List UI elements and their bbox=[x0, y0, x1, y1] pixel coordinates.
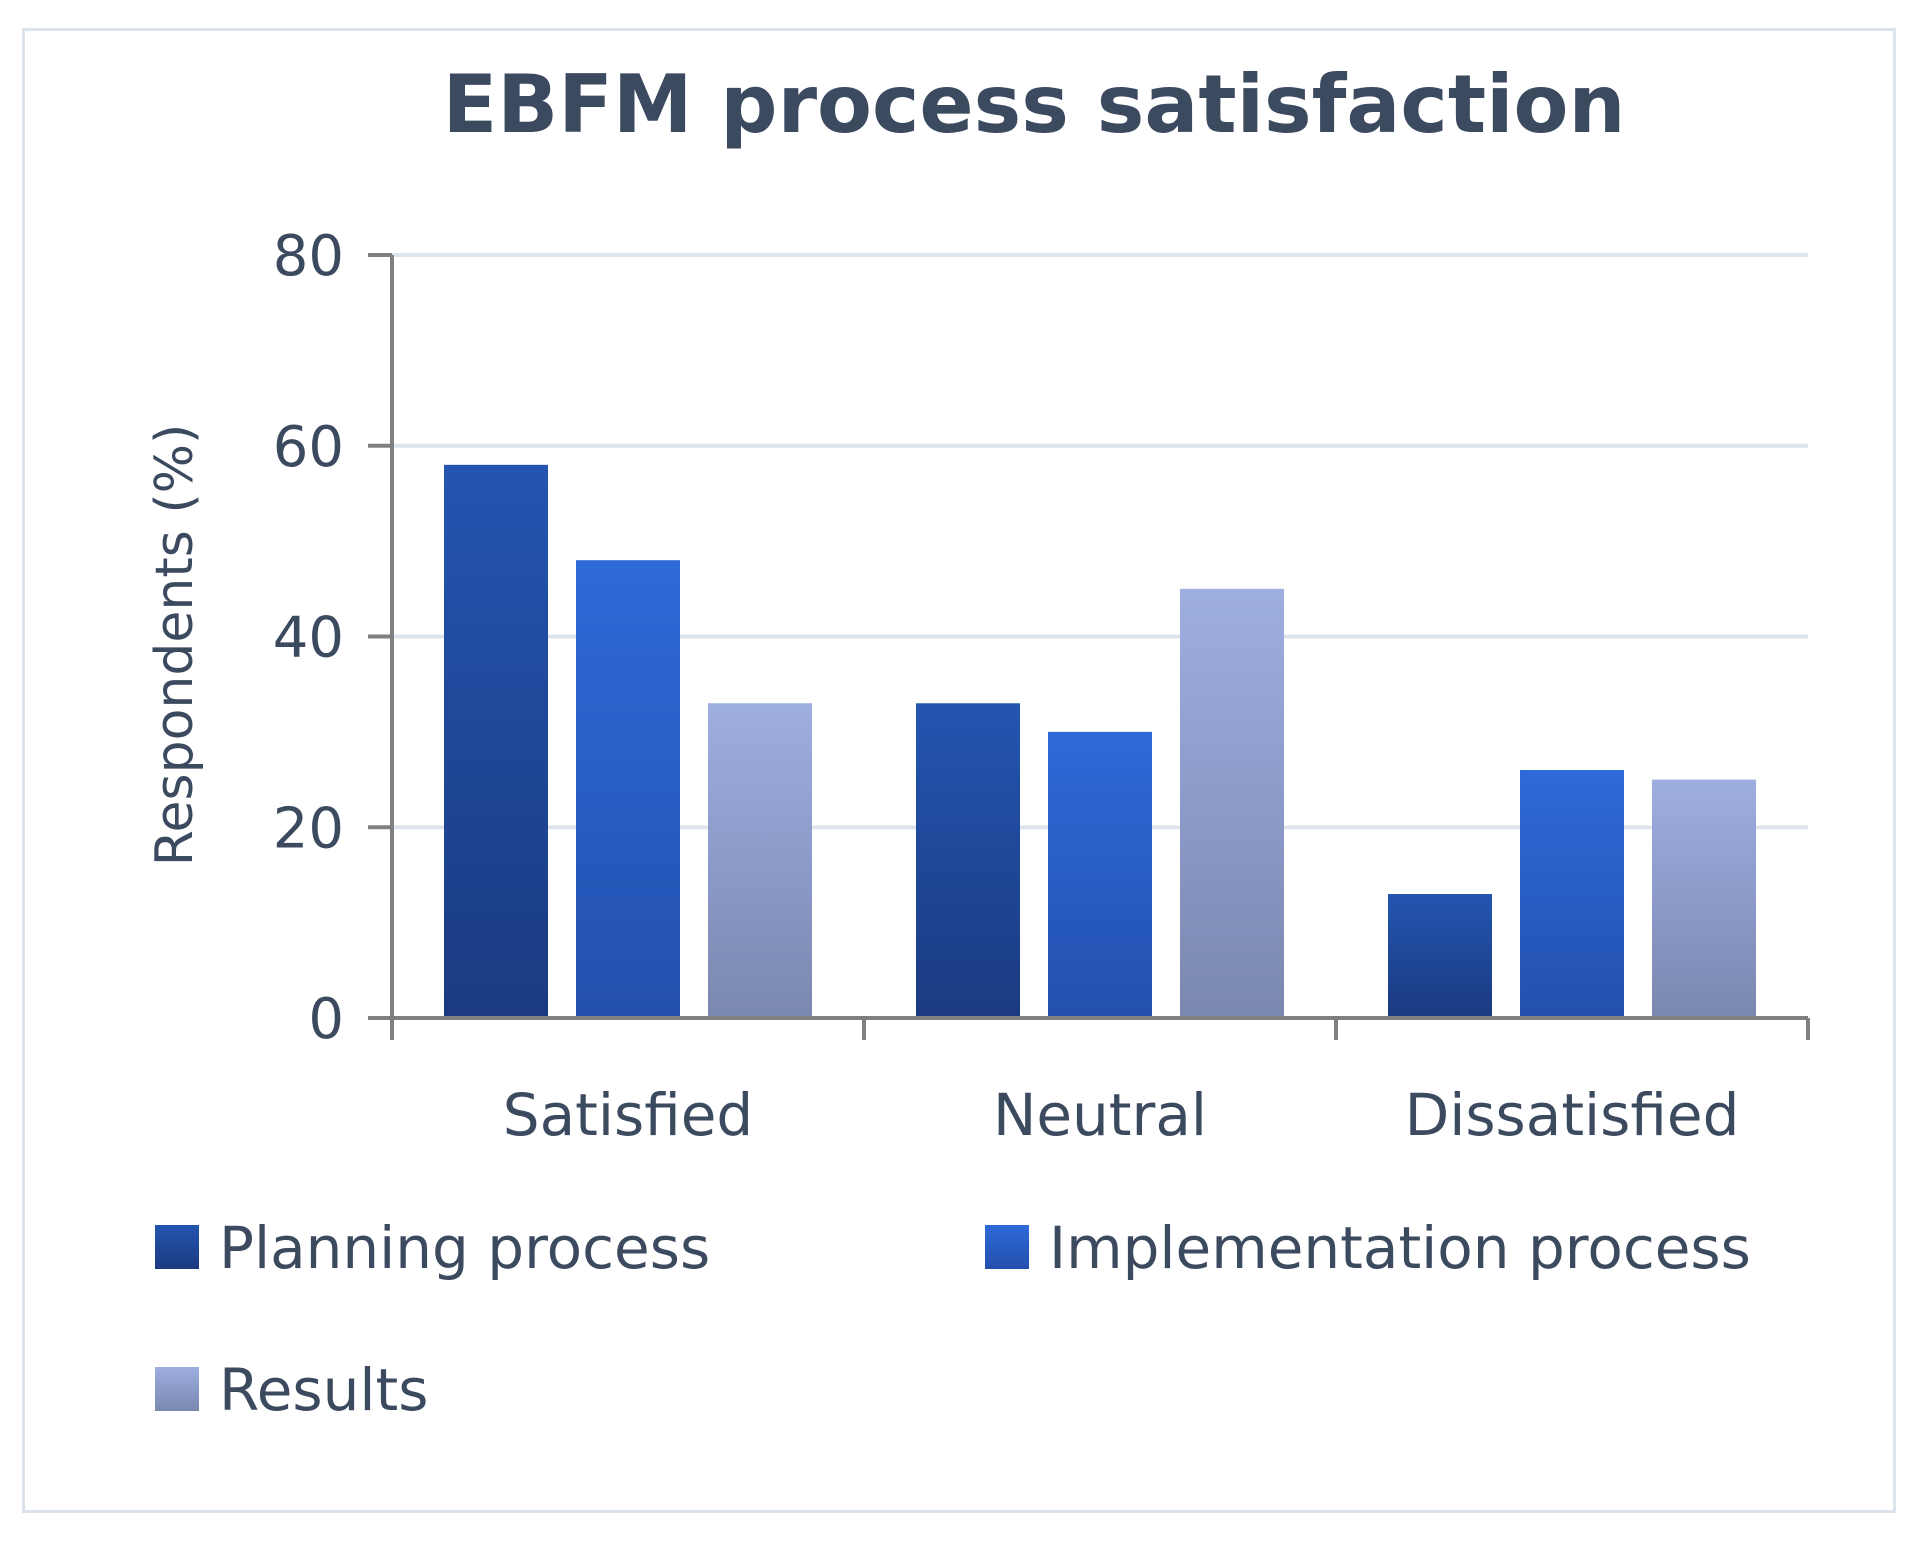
legend-label: Planning process bbox=[219, 1214, 710, 1282]
bars bbox=[444, 464, 1756, 1018]
x-category-labels: Satisfied Neutral Dissatisfied bbox=[503, 1081, 1740, 1149]
y-axis-title: Respondents (%) bbox=[145, 424, 205, 867]
legend-swatch bbox=[155, 1225, 199, 1269]
bar-satisfied-implementation-process bbox=[576, 560, 680, 1018]
bar-satisfied-planning-process bbox=[444, 464, 548, 1018]
bar-dissatisfied-implementation-process bbox=[1520, 770, 1624, 1018]
axes bbox=[368, 253, 1810, 1040]
legend-swatch bbox=[155, 1367, 199, 1411]
y-tick-label-60: 60 bbox=[273, 415, 344, 480]
y-tick-labels: 0 20 40 60 80 bbox=[273, 224, 344, 1052]
x-category-label-dissatisfied: Dissatisfied bbox=[1405, 1081, 1740, 1149]
bar-dissatisfied-results bbox=[1652, 779, 1756, 1018]
legend: Planning process Implementation process Re… bbox=[155, 1214, 1751, 1424]
legend-label: Implementation process bbox=[1049, 1214, 1751, 1282]
y-tick-label-20: 20 bbox=[273, 796, 344, 861]
chart-title: EBFM process satisfaction bbox=[443, 58, 1626, 151]
bar-neutral-planning-process bbox=[916, 703, 1020, 1018]
y-tick-label-80: 80 bbox=[273, 224, 344, 289]
y-tick-label-40: 40 bbox=[273, 606, 344, 671]
legend-item-results: Results bbox=[155, 1356, 428, 1424]
bar-satisfied-results bbox=[708, 703, 812, 1018]
bar-dissatisfied-planning-process bbox=[1388, 894, 1492, 1018]
y-tick-label-0: 0 bbox=[308, 987, 344, 1052]
legend-item-planning-process: Planning process bbox=[155, 1214, 710, 1282]
legend-label: Results bbox=[219, 1356, 428, 1424]
bar-neutral-results bbox=[1180, 588, 1284, 1018]
bar-neutral-implementation-process bbox=[1048, 731, 1152, 1018]
legend-item-implementation-process: Implementation process bbox=[985, 1214, 1751, 1282]
x-category-label-neutral: Neutral bbox=[993, 1081, 1207, 1149]
x-category-label-satisfied: Satisfied bbox=[503, 1081, 753, 1149]
legend-swatch bbox=[985, 1225, 1029, 1269]
